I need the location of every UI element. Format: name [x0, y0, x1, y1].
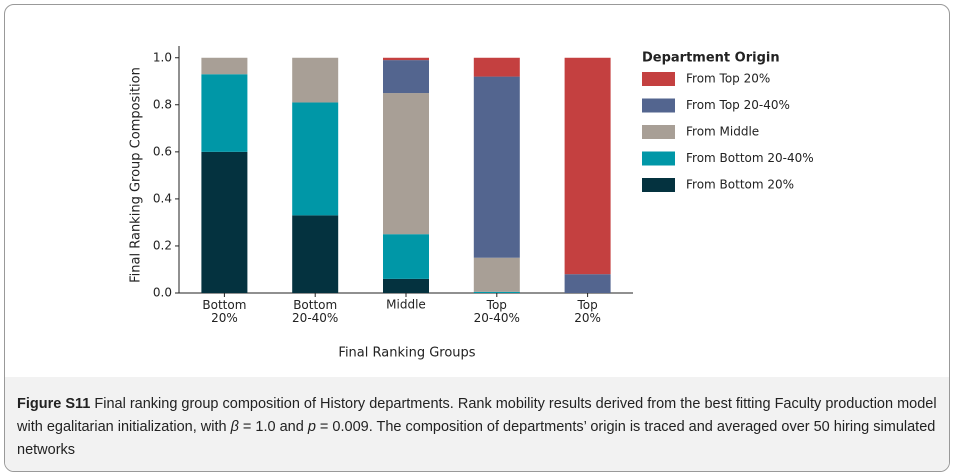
bar-segment — [383, 234, 429, 279]
legend-label: From Bottom 20-40% — [686, 151, 814, 165]
x-tick-label: Bottom 20-40% — [292, 298, 338, 325]
caption-background — [5, 377, 949, 471]
x-tick-label: Top 20% — [574, 298, 601, 325]
bar-segment — [473, 76, 520, 258]
caption-text: p — [307, 419, 316, 435]
x-tick-label-line: Bottom — [202, 298, 246, 312]
legend-label: From Top 20-40% — [686, 98, 790, 112]
x-tick-label-line: 20-40% — [474, 311, 520, 325]
legend-label: From Middle — [686, 125, 759, 139]
y-tick-label: 0.8 — [153, 97, 172, 111]
chart: Final Ranking Groups Final Ranking Group… — [129, 46, 814, 361]
bar-segment — [292, 215, 339, 293]
legend-swatch — [642, 98, 675, 113]
legend-swatch — [642, 72, 675, 86]
legend-swatch — [642, 151, 675, 166]
bar-segment — [201, 74, 248, 152]
x-tick-label-line: 20% — [574, 311, 601, 325]
y-tick-label: 0.0 — [153, 286, 172, 300]
caption-text: β — [230, 419, 239, 435]
caption-text: = 1.0 and — [238, 419, 308, 435]
x-tick-label-line: 20% — [211, 311, 238, 325]
bar-segment — [564, 57, 611, 275]
y-tick-label: 1.0 — [153, 50, 172, 64]
legend-swatch — [642, 178, 675, 192]
y-tick-label: 0.2 — [153, 238, 172, 252]
x-tick-label-line: Top — [486, 298, 507, 312]
bar-segment — [201, 151, 248, 293]
caption-text: = 0.009. The composition of departments’… — [17, 419, 936, 458]
x-tick-label-line: Top — [576, 298, 597, 312]
legend-label: From Bottom 20% — [686, 178, 794, 192]
y-tick-label: 0.4 — [153, 191, 172, 205]
caption-label: Figure S11 — [17, 396, 91, 412]
bar-segment — [473, 257, 520, 292]
bar-segment — [201, 57, 248, 75]
bar-segment — [383, 60, 429, 94]
legend-title: Department Origin — [642, 51, 780, 66]
x-tick-label: Bottom 20% — [202, 298, 246, 325]
x-tick-label-line: Bottom — [293, 298, 337, 312]
bar-segment — [473, 291, 520, 293]
x-tick-label: Top 20-40% — [474, 298, 520, 325]
bar-segment — [383, 57, 429, 61]
x-tick-label-line: 20-40% — [292, 311, 338, 325]
legend-label: From Top 20% — [686, 72, 770, 86]
y-axis-label: Final Ranking Group Composition — [129, 67, 144, 283]
caption: Figure S11 Final ranking group compositi… — [17, 393, 937, 462]
bar-segment — [564, 274, 611, 293]
y-tick-label: 0.6 — [153, 144, 172, 158]
bar-segment — [292, 102, 339, 216]
x-tick-label: Middle — [386, 298, 426, 312]
bar-segment — [473, 57, 520, 77]
x-axis-label: Final Ranking Groups — [338, 346, 475, 361]
bar-segment — [292, 57, 339, 103]
bar-segment — [383, 93, 429, 235]
caption-text: Final ranking group composition of Histo… — [17, 396, 937, 435]
figure-frame: Final Ranking Groups Final Ranking Group… — [4, 4, 950, 472]
legend-swatch — [642, 125, 675, 139]
bar-segment — [383, 278, 429, 293]
